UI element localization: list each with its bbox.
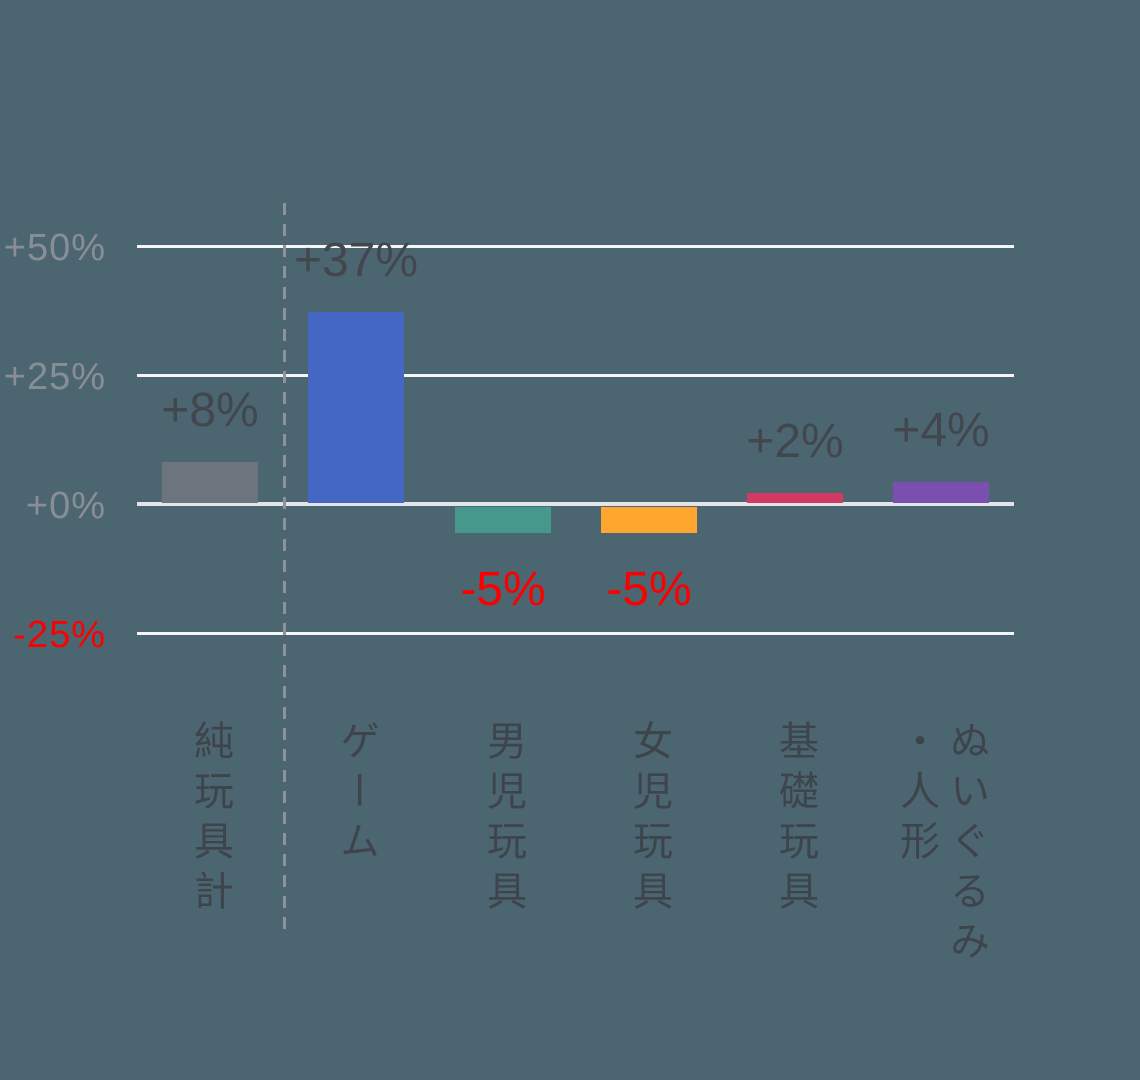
separator-dashed-line (283, 203, 286, 937)
bar (455, 507, 551, 533)
category-label: 基礎玩具 (773, 720, 817, 920)
bar (162, 462, 258, 503)
category-label: 女児玩具 (627, 720, 671, 920)
category-label: 男児玩具 (481, 720, 525, 920)
bar-value-label: +2% (746, 415, 844, 468)
y-axis-tick-label: +0% (25, 485, 106, 527)
bar (601, 507, 697, 533)
category-label: 純玩具計 (188, 720, 232, 920)
bar (308, 312, 404, 503)
gridline (137, 374, 1014, 377)
category-label: ゲーム (334, 720, 378, 870)
bar-value-label: -5% (460, 563, 546, 616)
category-label: ぬいぐるみ ・人形 (894, 720, 988, 970)
bar (747, 493, 843, 503)
y-axis-tick-label: +25% (3, 356, 106, 398)
gridline (137, 632, 1014, 635)
y-axis-tick-label: +50% (3, 227, 106, 269)
bar-value-label: +4% (892, 404, 990, 457)
bar (893, 482, 989, 503)
gridline (137, 245, 1014, 248)
zero-gridline (137, 502, 1014, 506)
bar-value-label: +8% (161, 384, 259, 437)
bar-value-label: -5% (606, 563, 692, 616)
bar-value-label: +37% (293, 234, 419, 287)
y-axis-tick-label: -25% (13, 614, 106, 656)
